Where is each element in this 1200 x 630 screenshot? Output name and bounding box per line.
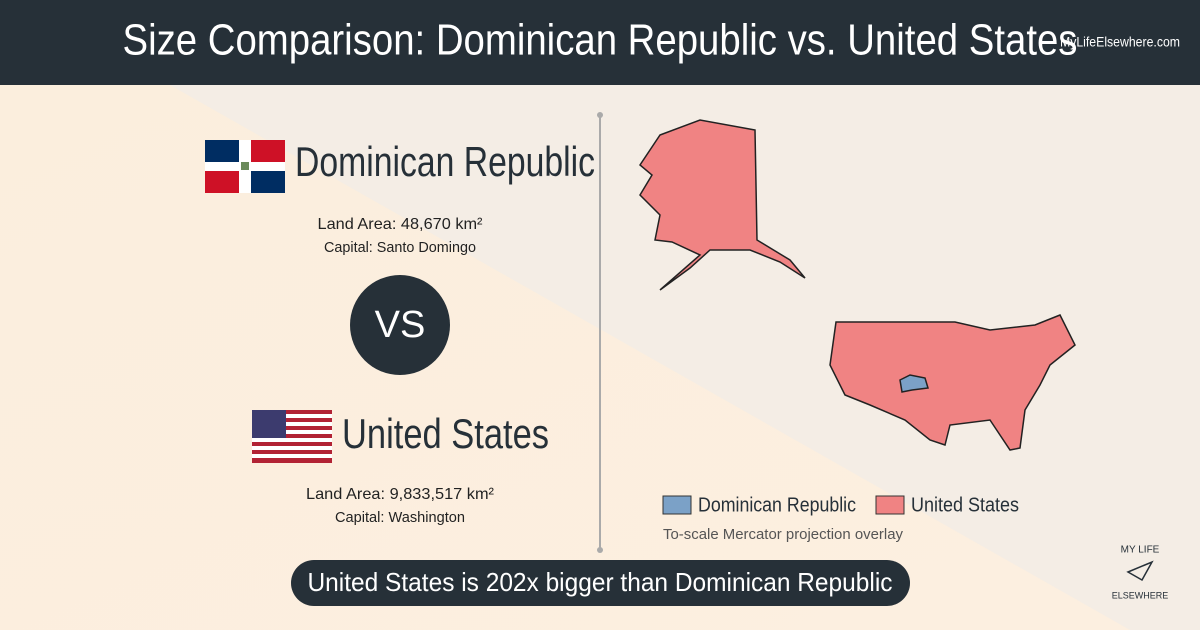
capital: Capital: Santo Domingo xyxy=(324,239,476,256)
land-area: Land Area: 48,670 km² xyxy=(318,216,484,233)
country-name: United States xyxy=(342,410,549,457)
us-flag xyxy=(252,410,332,463)
site: MyLifeElsewhere.com xyxy=(1060,34,1180,50)
logo-plane xyxy=(1126,560,1154,582)
land-area: Land Area: 9,833,517 km² xyxy=(306,486,495,503)
logo-text: MY LIFE xyxy=(1121,545,1160,556)
background-band xyxy=(170,85,1200,630)
divider-dot xyxy=(597,547,603,553)
summary-banner xyxy=(291,560,910,606)
dr-flag xyxy=(205,140,285,193)
legend-label: United States xyxy=(911,494,1019,516)
summary: United States is 202x bigger than Domini… xyxy=(308,567,893,597)
vs-circle xyxy=(350,275,450,375)
legend-label: Dominican Republic xyxy=(698,494,856,516)
map-overlay xyxy=(639,119,1076,451)
title: Size Comparison: Dominican Republic vs. … xyxy=(123,16,1078,65)
divider-dot xyxy=(597,112,603,118)
country-name: Dominican Republic xyxy=(295,138,595,185)
logo-text: ELSEWHERE xyxy=(1112,590,1169,600)
legend-swatch xyxy=(875,495,905,515)
header-bar xyxy=(0,0,1200,85)
vs-label: VS xyxy=(375,304,426,346)
note: To-scale Mercator projection overlay xyxy=(663,526,903,543)
legend-swatch xyxy=(662,495,692,515)
capital: Capital: Washington xyxy=(335,509,465,526)
